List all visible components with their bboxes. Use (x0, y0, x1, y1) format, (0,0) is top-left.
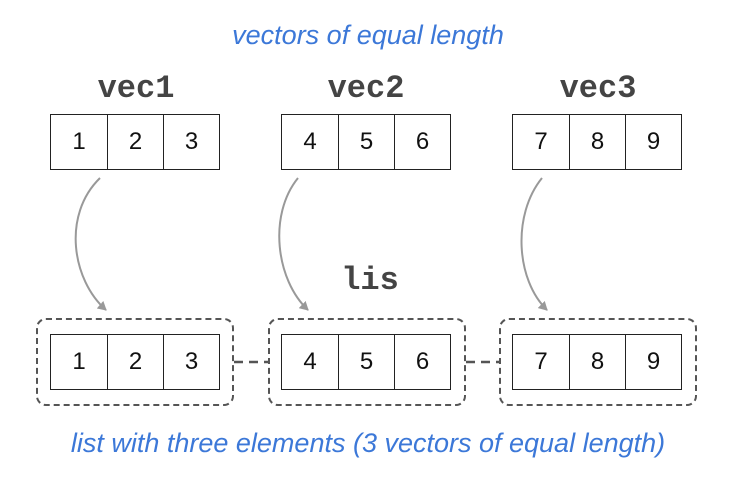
list-element-3: 7 8 9 (512, 334, 682, 390)
list-cell: 8 (569, 335, 625, 389)
top-caption: vectors of equal length (232, 20, 504, 50)
list-cell: 3 (163, 335, 219, 389)
vector-vec1: 1 2 3 (50, 114, 220, 170)
arrow-vec1-to-list (74, 177, 107, 311)
vector-vec2: 4 5 6 (281, 114, 451, 170)
vector-cell: 1 (72, 128, 86, 155)
vector-vec3: 7 8 9 (512, 114, 682, 170)
list-cell: 6 (394, 335, 450, 389)
vector-cell: 8 (569, 115, 625, 169)
vector-cell: 4 (303, 128, 317, 155)
vector-cell: 7 (534, 128, 548, 155)
vector-cell: 2 (107, 115, 163, 169)
list-element-box (36, 318, 234, 406)
list-cell: 1 (72, 348, 86, 375)
list-cell: 4 (303, 348, 317, 375)
list-cell: 7 (534, 348, 548, 375)
bottom-caption: list with three elements (3 vectors of e… (70, 428, 666, 458)
vector-label: vec3 (559, 70, 637, 107)
list-element-box (499, 318, 697, 406)
list-element-2: 4 5 6 (281, 334, 451, 390)
list-cell: 2 (107, 335, 163, 389)
list-element-1: 1 2 3 (50, 334, 220, 390)
vector-cell: 9 (625, 115, 681, 169)
arrow-vec2-to-list (278, 177, 309, 311)
vector-label: vec1 (97, 70, 175, 107)
list-element-box (268, 318, 466, 406)
vector-cell: 3 (163, 115, 219, 169)
vector-cell: 6 (394, 115, 450, 169)
vector-cell: 5 (338, 115, 394, 169)
arrow-vec3-to-list (520, 177, 548, 311)
list-label: lis (341, 262, 399, 299)
vector-label: vec2 (327, 70, 405, 107)
list-cell: 9 (625, 335, 681, 389)
list-cell: 5 (338, 335, 394, 389)
